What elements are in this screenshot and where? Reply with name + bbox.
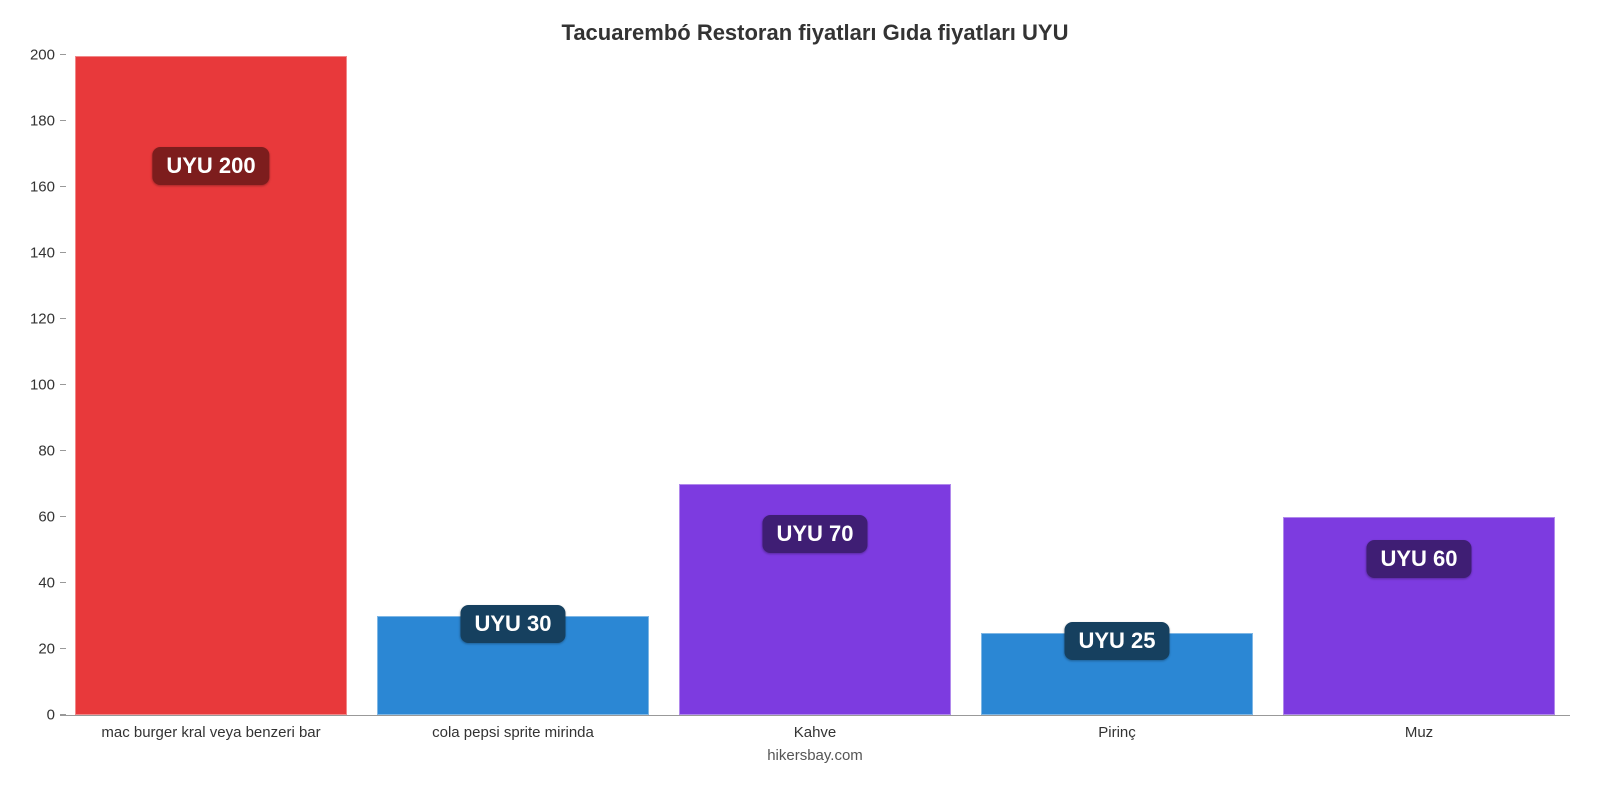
y-tick-label: 100 [10, 377, 55, 394]
bar-slot: UYU 70 [664, 56, 966, 715]
y-tick-mark [60, 120, 66, 121]
bar-slot: UYU 200 [60, 56, 362, 715]
y-tick-label: 60 [10, 509, 55, 526]
value-badge: UYU 60 [1366, 540, 1471, 578]
x-tick-label: mac burger kral veya benzeri bar [60, 724, 362, 741]
x-axis-labels: mac burger kral veya benzeri barcola pep… [60, 724, 1570, 741]
bar: UYU 30 [377, 616, 649, 715]
y-tick-mark [60, 252, 66, 253]
value-badge: UYU 25 [1064, 622, 1169, 660]
chart-container: Tacuarembó Restoran fiyatları Gıda fiyat… [0, 0, 1600, 800]
bar-slot: UYU 60 [1268, 56, 1570, 715]
y-tick-label: 180 [10, 113, 55, 130]
chart-title: Tacuarembó Restoran fiyatları Gıda fiyat… [60, 20, 1570, 46]
bar: UYU 200 [75, 56, 347, 715]
y-tick-label: 0 [10, 707, 55, 724]
bar-slot: UYU 30 [362, 56, 664, 715]
x-tick-label: cola pepsi sprite mirinda [362, 724, 664, 741]
y-tick-mark [60, 516, 66, 517]
value-badge: UYU 200 [152, 147, 269, 185]
bar: UYU 70 [679, 484, 951, 715]
y-tick-label: 20 [10, 641, 55, 658]
y-tick-label: 160 [10, 179, 55, 196]
y-tick-label: 40 [10, 575, 55, 592]
y-tick-mark [60, 186, 66, 187]
x-tick-label: Kahve [664, 724, 966, 741]
bars-group: UYU 200 UYU 30 UYU 70 UYU 25 UYU 60 [60, 56, 1570, 715]
y-tick-mark [60, 450, 66, 451]
y-tick-mark [60, 582, 66, 583]
y-tick-label: 120 [10, 311, 55, 328]
y-tick-mark [60, 648, 66, 649]
y-axis: 020406080100120140160180200 [10, 56, 55, 715]
x-tick-label: Muz [1268, 724, 1570, 741]
bar-slot: UYU 25 [966, 56, 1268, 715]
plot-area: 020406080100120140160180200 UYU 200UYU 3… [60, 56, 1570, 716]
y-tick-label: 140 [10, 245, 55, 262]
y-tick-label: 200 [10, 47, 55, 64]
x-tick-label: Pirinç [966, 724, 1268, 741]
credit-text: hikersbay.com [60, 747, 1570, 764]
value-badge: UYU 70 [762, 515, 867, 553]
y-tick-mark [60, 384, 66, 385]
bar: UYU 60 [1283, 517, 1555, 715]
y-tick-label: 80 [10, 443, 55, 460]
y-tick-mark [60, 318, 66, 319]
y-tick-mark [60, 714, 66, 715]
bar: UYU 25 [981, 633, 1253, 716]
value-badge: UYU 30 [460, 605, 565, 643]
y-tick-mark [60, 54, 66, 55]
